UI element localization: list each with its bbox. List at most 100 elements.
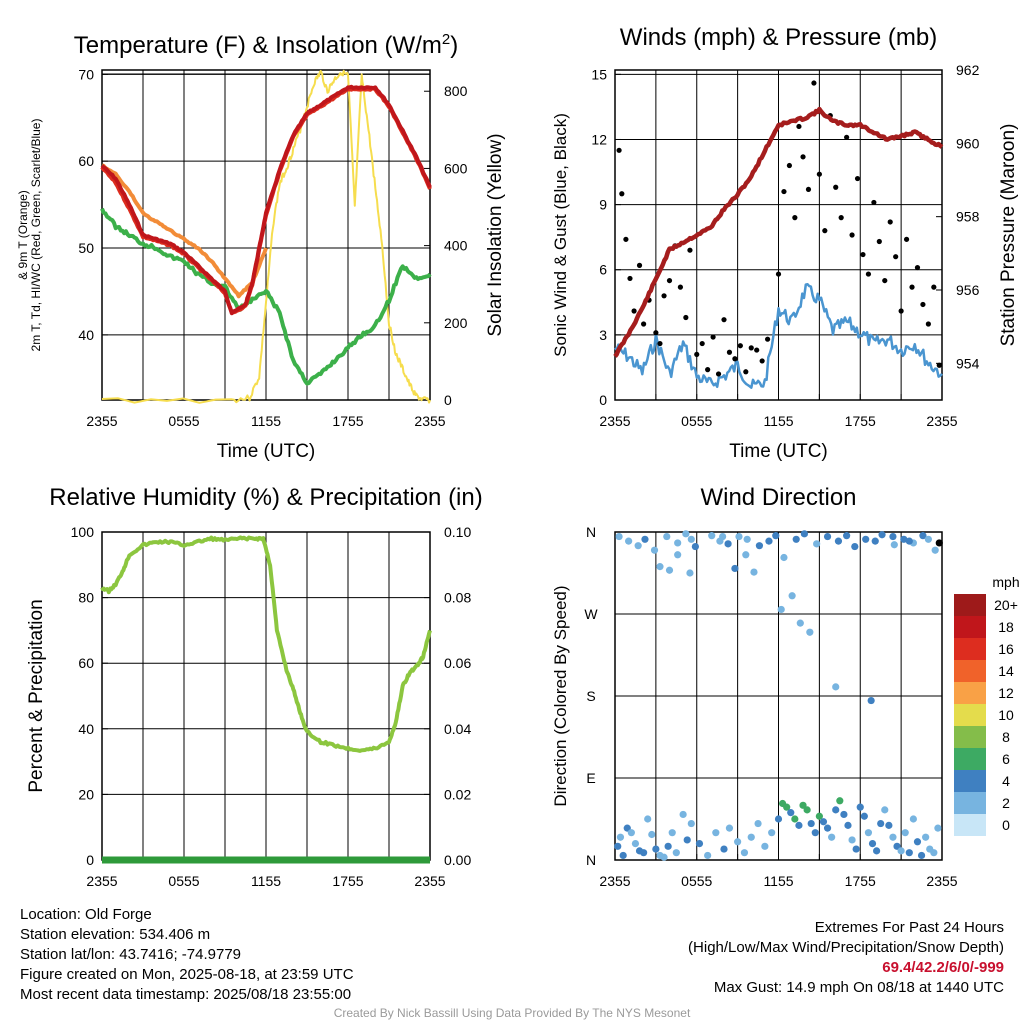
direction-point (640, 849, 648, 857)
gust-point (666, 277, 673, 284)
colorbar-swatch (954, 748, 986, 770)
y-tick-label-right: 954 (956, 355, 980, 371)
direction-point (743, 535, 751, 543)
gust-point (641, 321, 647, 327)
gust-point (737, 343, 743, 349)
x-axis-label: Time (UTC) (217, 441, 316, 462)
direction-point (783, 803, 791, 811)
direction-point (644, 815, 652, 823)
direction-point (803, 806, 811, 814)
y-tick-label-right: 0 (444, 392, 452, 408)
colorbar-label: 6 (1002, 751, 1010, 767)
gust-point (871, 199, 877, 206)
gust-point (936, 362, 942, 368)
colorbar-swatch (954, 814, 986, 836)
direction-point (780, 553, 788, 562)
direction-point (905, 849, 913, 857)
gust-point (683, 314, 689, 321)
direction-point (795, 821, 803, 829)
y-tick-label-right: 600 (444, 160, 468, 176)
direction-point (873, 847, 881, 855)
y-axis-label-temp: 2m T, Td, HI/WC (Red, Green, Scarlet/Blu… (29, 119, 43, 352)
series-2m-t (100, 84, 432, 316)
gust-point (726, 349, 733, 355)
y-tick-label-left: 9 (599, 197, 607, 213)
direction-point (930, 849, 938, 857)
direction-point (755, 542, 764, 550)
gust-point (765, 336, 771, 342)
direction-point (777, 605, 785, 614)
direction-point (719, 532, 727, 541)
direction-point (650, 546, 659, 554)
y-tick-label-left: 60 (78, 655, 94, 671)
series-9m-t (101, 163, 268, 299)
station-location: Location: Old Forge (20, 906, 152, 923)
gust-point (710, 334, 716, 340)
y-tick-label-right: 800 (444, 83, 468, 99)
credit-line: Created By Nick Bassill Using Data Provi… (333, 1006, 691, 1020)
x-tick-label: 1755 (845, 413, 876, 429)
y-tick-label: S (586, 688, 595, 704)
direction-point (791, 815, 799, 823)
x-tick-label: 1755 (332, 873, 363, 889)
direction-point (807, 819, 815, 828)
direction-point (862, 535, 870, 543)
gust-point (781, 188, 787, 195)
direction-point (615, 532, 623, 541)
direction-point (634, 542, 642, 550)
direction-point (648, 830, 656, 839)
direction-point (913, 838, 922, 846)
gust-point (754, 347, 760, 353)
direction-point (641, 535, 649, 543)
y-tick-label-right: 960 (956, 135, 980, 151)
y-tick-label: E (586, 770, 595, 786)
figure-created: Figure created on Mon, 2025-08-18, at 23… (20, 966, 354, 983)
y-tick-label-left: 20 (78, 786, 94, 802)
gust-point (882, 277, 888, 284)
y-tick-label-right: 956 (956, 282, 980, 298)
y-tick-label-right: 0.02 (444, 786, 471, 802)
gust-point (627, 275, 633, 282)
direction-point (747, 833, 755, 841)
direction-point (672, 849, 680, 857)
direction-point (792, 535, 800, 543)
gust-point (732, 356, 738, 362)
chart-title: Wind Direction (700, 484, 856, 511)
direction-point (772, 532, 780, 540)
colorbar-label: 2 (1002, 795, 1010, 811)
x-tick-label: 1155 (251, 413, 281, 429)
direction-point (619, 851, 627, 860)
colorbar-label: 14 (998, 663, 1014, 679)
direction-point (871, 537, 879, 545)
series-sonic-wind (614, 282, 943, 389)
colorbar-title: mph (992, 574, 1019, 590)
direction-point (625, 537, 633, 545)
direction-point (674, 539, 682, 547)
x-tick-label: 2355 (926, 873, 957, 889)
gust-point (631, 308, 637, 314)
colorbar-label: 10 (998, 707, 1014, 723)
extremes-subtitle: (High/Low/Max Wind/Precipitation/Snow De… (688, 939, 1004, 956)
x-tick-label: 2355 (599, 413, 630, 429)
direction-point (695, 840, 704, 848)
direction-point (631, 840, 640, 848)
x-tick-label: 2355 (86, 413, 117, 429)
direction-point (934, 824, 942, 832)
gust-point (743, 369, 749, 375)
gust-point (705, 367, 711, 373)
y-tick-label-right: 958 (956, 209, 980, 225)
direction-point (679, 810, 687, 819)
direction-point (788, 592, 796, 600)
y-tick-label-left: 0 (86, 852, 94, 868)
chart-title-superscript: 2 (442, 31, 450, 48)
gust-point (925, 321, 931, 327)
direction-point (686, 569, 694, 577)
extremes-title: Extremes For Past 24 Hours (814, 919, 1004, 936)
gust-point (721, 317, 727, 323)
direction-point (868, 840, 877, 848)
direction-point (740, 849, 749, 857)
gust-point (822, 228, 828, 234)
y-tick-label-right: 400 (444, 238, 468, 254)
gust-point (816, 171, 822, 177)
